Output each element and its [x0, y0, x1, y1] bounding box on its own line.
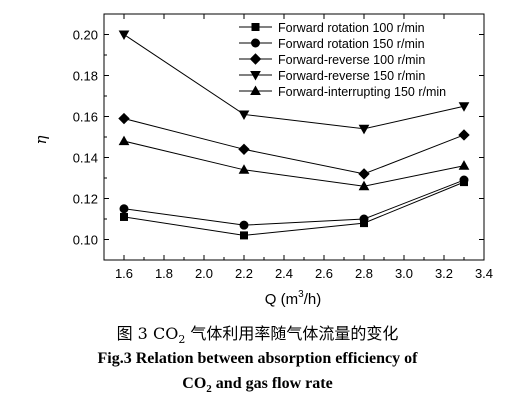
legend-label: Forward-reverse 150 r/min [278, 69, 425, 83]
axis-ticks: 1.6 1.8 2.0 2.2 2.4 2.6 2.8 3.0 3.2 3.4 0.10 0.12 0.… [73, 14, 493, 281]
data-point-series-5 [238, 164, 250, 174]
data-point-series-4 [238, 110, 250, 120]
data-point-series-2 [459, 175, 469, 185]
data-point-series-2 [119, 204, 129, 214]
x-tick-label: 3.0 [395, 266, 413, 281]
figure-caption-chinese: 图 3 CO2 气体利用率随气体流量的变化 [116, 324, 399, 347]
series-line-2 [123, 179, 465, 226]
data-point-series-5 [358, 180, 370, 191]
data-point-series-2 [239, 220, 249, 230]
data-point-series-3 [238, 143, 250, 156]
figure-caption-english-line2: CO2 and gas flow rate [182, 375, 333, 396]
y-tick-label: 0.16 [73, 110, 98, 125]
legend-label: Forward-interrupting 150 r/min [278, 85, 446, 99]
y-tick-label: 0.20 [73, 28, 98, 43]
legend-marker [251, 38, 260, 48]
legend-marker [250, 85, 261, 95]
figure-caption-english-line1: Fig.3 Relation between absorption effici… [97, 350, 418, 367]
x-tick-label: 2.4 [275, 266, 293, 281]
series-lines [123, 34, 465, 236]
x-tick-label: 2.2 [235, 266, 253, 281]
legend-marker [249, 53, 262, 65]
x-axis-label: Q (m3/h) [265, 289, 321, 308]
data-point-series-1 [120, 212, 128, 221]
data-point-series-5 [118, 135, 130, 146]
series-line-4 [123, 34, 465, 130]
legend-marker [251, 23, 260, 31]
data-point-series-2 [359, 214, 369, 224]
data-point-series-3 [118, 112, 130, 125]
data-point-series-1 [240, 231, 248, 240]
x-tick-label: 1.6 [115, 266, 133, 281]
x-tick-label: 2.0 [195, 266, 213, 281]
legend-label: Forward-reverse 100 r/min [278, 53, 425, 67]
legend-label: Forward rotation 100 r/min [278, 21, 425, 35]
legend: Forward rotation 100 r/min Forward rotati… [239, 21, 446, 99]
y-tick-label: 0.12 [73, 192, 98, 207]
series-markers [118, 30, 470, 240]
data-point-series-4 [358, 124, 370, 135]
data-point-series-3 [358, 168, 370, 180]
series-line-3 [123, 118, 465, 175]
data-point-series-4 [118, 30, 130, 41]
legend-marker [250, 71, 261, 81]
y-tick-label: 0.14 [73, 151, 98, 166]
legend-label: Forward rotation 150 r/min [278, 37, 425, 51]
y-tick-label: 0.18 [73, 69, 98, 84]
x-tick-label: 3.4 [475, 266, 493, 281]
line-chart: 1.6 1.8 2.0 2.2 2.4 2.6 2.8 3.0 3.2 3.4 0.10 0.12 0.… [32, 13, 493, 308]
x-tick-label: 3.2 [435, 266, 453, 281]
series-line-5 [123, 140, 465, 187]
y-tick-label: 0.10 [73, 233, 98, 248]
series-line-1 [123, 181, 465, 236]
x-tick-label: 2.8 [355, 266, 373, 281]
data-point-series-4 [458, 102, 470, 112]
data-point-series-5 [458, 160, 470, 170]
x-tick-label: 2.6 [315, 266, 333, 281]
data-point-series-3 [458, 129, 470, 141]
y-axis-label: η [32, 136, 50, 145]
x-tick-label: 1.8 [155, 266, 173, 281]
